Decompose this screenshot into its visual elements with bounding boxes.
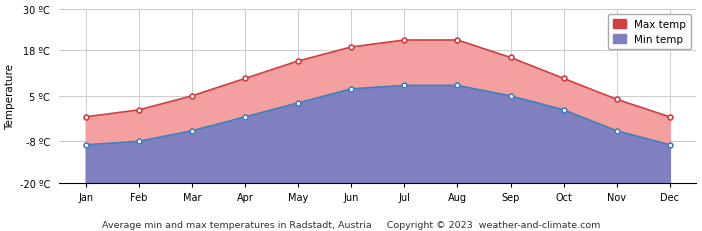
Text: Average min and max temperatures in Radstadt, Austria     Copyright © 2023  weat: Average min and max temperatures in Rads… xyxy=(102,220,600,229)
Y-axis label: Temperature: Temperature xyxy=(6,64,15,129)
Legend: Max temp, Min temp: Max temp, Min temp xyxy=(608,15,691,50)
